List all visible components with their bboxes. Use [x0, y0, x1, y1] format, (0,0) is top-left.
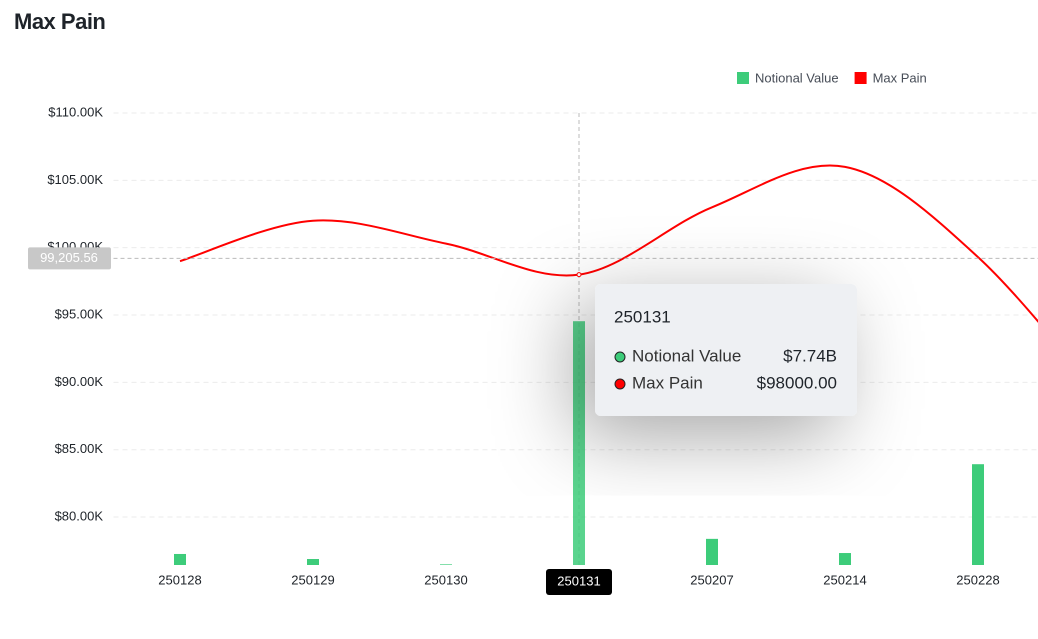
- x-tick-highlight: [546, 569, 612, 595]
- tooltip-value: $7.74B: [783, 346, 837, 365]
- y-tick-label: $85.00K: [55, 441, 104, 456]
- bar: [706, 538, 718, 565]
- chart-title: Max Pain: [14, 9, 105, 34]
- y-tick-label: $80.00K: [55, 508, 104, 523]
- tooltip-box: [595, 284, 857, 416]
- y-tick-label: $110.00K: [48, 104, 103, 119]
- tooltip-dot: [614, 351, 626, 363]
- bar: [174, 553, 186, 565]
- hover-point: [576, 272, 582, 278]
- legend-label: Max Pain: [873, 70, 927, 85]
- bar: [839, 553, 851, 565]
- y-tick-label: $90.00K: [55, 374, 104, 389]
- legend-swatch: [854, 72, 867, 84]
- line: [179, 164, 1038, 323]
- bar: [972, 464, 984, 565]
- bar: [307, 559, 319, 565]
- x-tick-label: 250130: [424, 572, 467, 587]
- crosshair-label: 99,205.56: [40, 250, 98, 265]
- bar: [440, 564, 452, 565]
- legend-label: Notional Value: [755, 70, 839, 85]
- y-tick-label: $95.00K: [55, 306, 104, 321]
- tooltip-name: Max Pain: [632, 373, 703, 392]
- y-tick-label: $105.00K: [47, 172, 103, 187]
- tooltip-title: 250131: [614, 307, 671, 326]
- x-tick-label: 250128: [158, 572, 201, 587]
- x-tick-label: 250228: [956, 572, 999, 587]
- legend-swatch: [737, 72, 749, 84]
- crosshair-label-box: [28, 247, 111, 270]
- bar: [573, 321, 585, 565]
- x-tick-label: 250207: [690, 572, 733, 587]
- tooltip-value: $98000.00: [757, 373, 837, 392]
- x-tick-label: 250129: [291, 572, 334, 587]
- x-tick-label: 250214: [823, 572, 866, 587]
- x-tick-label: 250131: [557, 573, 600, 588]
- tooltip-name: Notional Value: [632, 346, 741, 365]
- tooltip-dot: [614, 378, 626, 390]
